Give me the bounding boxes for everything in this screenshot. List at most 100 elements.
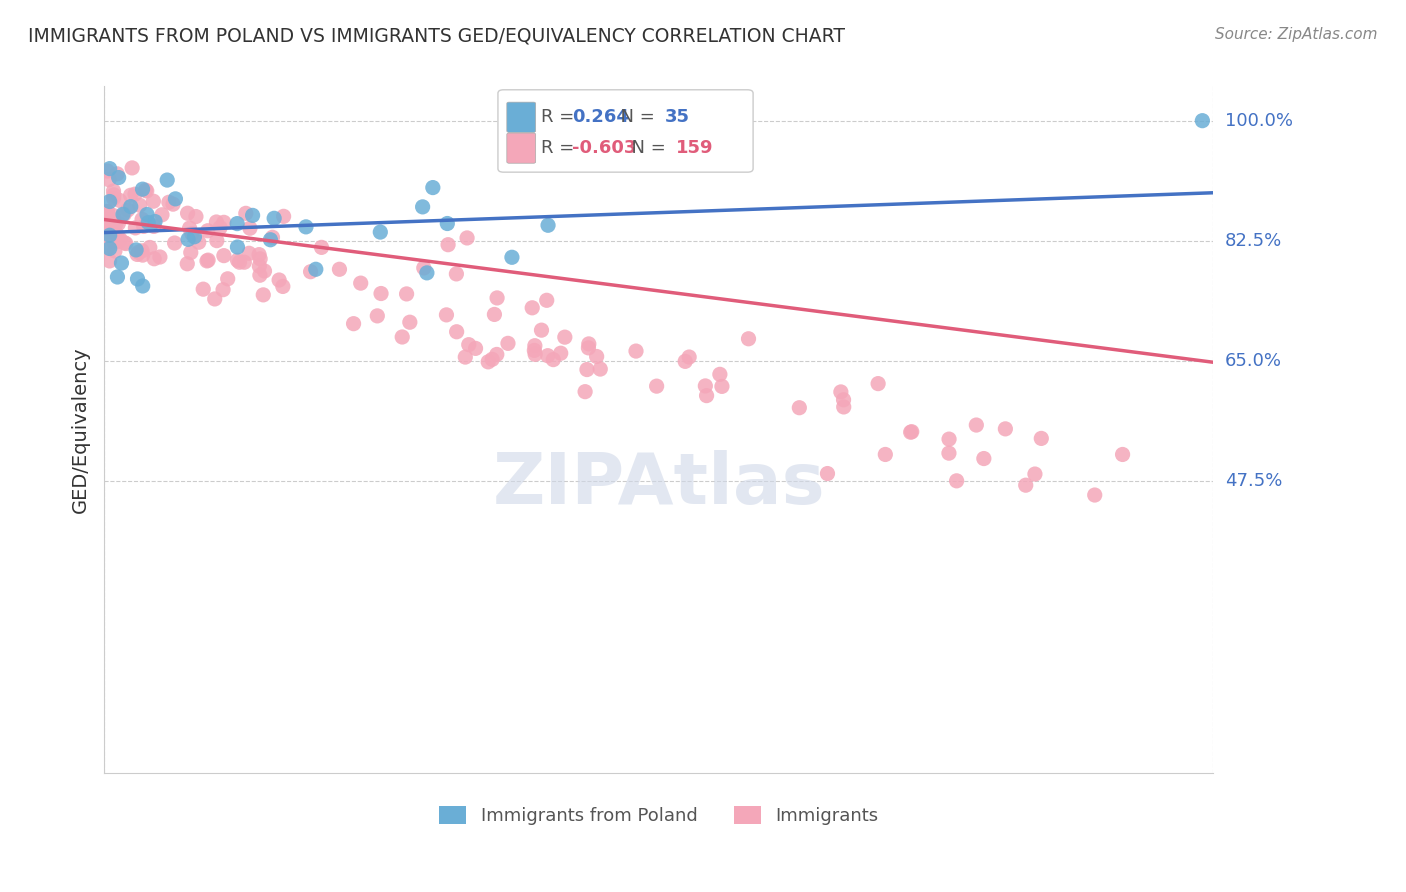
Text: Source: ZipAtlas.com: Source: ZipAtlas.com (1215, 27, 1378, 42)
Point (103, 184, 125, 198)
Point (139, 240, 162, 254)
Point (830, 384, 852, 399)
Point (96, 204, 118, 219)
Point (485, 347, 508, 361)
Point (98, 228, 121, 243)
Text: ZIPAtlas: ZIPAtlas (492, 450, 825, 519)
Point (398, 315, 420, 329)
Point (530, 323, 553, 337)
Point (195, 254, 218, 268)
Point (368, 225, 391, 239)
Point (832, 392, 855, 407)
Point (938, 432, 960, 446)
Point (97, 209, 120, 223)
Point (131, 248, 153, 262)
Point (103, 187, 125, 202)
Point (446, 267, 468, 281)
Point (973, 451, 995, 466)
Point (96, 164, 118, 178)
Point (263, 211, 285, 226)
FancyBboxPatch shape (498, 90, 754, 172)
Text: N =: N = (620, 139, 672, 157)
Point (176, 257, 198, 271)
Point (273, 210, 295, 224)
Point (96, 225, 118, 239)
Point (105, 227, 128, 242)
Point (101, 218, 124, 232)
Point (262, 230, 284, 244)
Point (249, 252, 271, 266)
Point (305, 262, 328, 277)
Point (107, 270, 129, 285)
Point (299, 265, 322, 279)
Point (486, 291, 509, 305)
Point (183, 229, 205, 244)
Point (253, 264, 276, 278)
Point (212, 283, 235, 297)
Point (554, 330, 576, 344)
Point (98, 254, 121, 268)
Point (238, 246, 260, 260)
Point (104, 244, 127, 258)
Text: 159: 159 (675, 139, 713, 157)
Point (994, 422, 1017, 436)
Point (131, 182, 153, 196)
Point (104, 217, 127, 231)
Point (464, 342, 486, 356)
Point (131, 212, 153, 227)
Point (454, 350, 477, 364)
Point (710, 379, 733, 393)
Point (112, 207, 135, 221)
Point (537, 349, 560, 363)
Point (132, 219, 155, 234)
Text: R =: R = (541, 139, 581, 157)
Point (150, 208, 173, 222)
Point (412, 260, 434, 275)
Point (235, 206, 257, 220)
Point (578, 341, 600, 355)
Point (269, 273, 291, 287)
Point (395, 287, 418, 301)
Point (127, 272, 149, 286)
Point (108, 232, 131, 246)
Point (101, 209, 124, 223)
Text: N =: N = (609, 108, 661, 127)
Point (110, 256, 132, 270)
Point (184, 210, 207, 224)
Text: 47.5%: 47.5% (1225, 472, 1282, 490)
Point (212, 249, 235, 263)
Text: R =: R = (541, 108, 581, 127)
Point (180, 245, 202, 260)
Point (136, 216, 159, 230)
Point (204, 292, 226, 306)
Point (180, 227, 202, 241)
Point (789, 401, 811, 415)
Point (696, 389, 718, 403)
Point (149, 250, 172, 264)
Point (127, 247, 149, 261)
Point (523, 339, 546, 353)
Point (96, 209, 118, 223)
Point (437, 237, 460, 252)
Point (96, 228, 118, 243)
Point (212, 215, 235, 229)
Point (135, 184, 157, 198)
Point (205, 215, 228, 229)
Point (271, 279, 294, 293)
Point (295, 219, 318, 234)
Point (436, 217, 458, 231)
Point (233, 255, 256, 269)
Point (193, 282, 215, 296)
Point (107, 217, 129, 231)
Point (391, 330, 413, 344)
Text: 82.5%: 82.5% (1225, 232, 1282, 250)
Point (1084, 488, 1107, 502)
Point (127, 245, 149, 260)
Point (589, 362, 612, 376)
Point (156, 173, 179, 187)
Point (96, 241, 118, 255)
Point (228, 255, 250, 269)
Point (187, 235, 209, 250)
Point (457, 337, 479, 351)
Point (624, 344, 647, 359)
